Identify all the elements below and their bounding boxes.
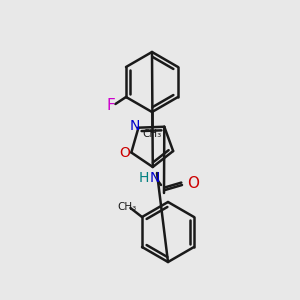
Text: CH₃: CH₃: [142, 129, 162, 139]
Text: N: N: [150, 171, 160, 185]
Text: O: O: [187, 176, 199, 191]
Text: O: O: [119, 146, 130, 160]
Text: CH₃: CH₃: [118, 202, 137, 212]
Text: F: F: [106, 98, 115, 112]
Text: H: H: [139, 171, 149, 185]
Text: N: N: [129, 119, 140, 133]
